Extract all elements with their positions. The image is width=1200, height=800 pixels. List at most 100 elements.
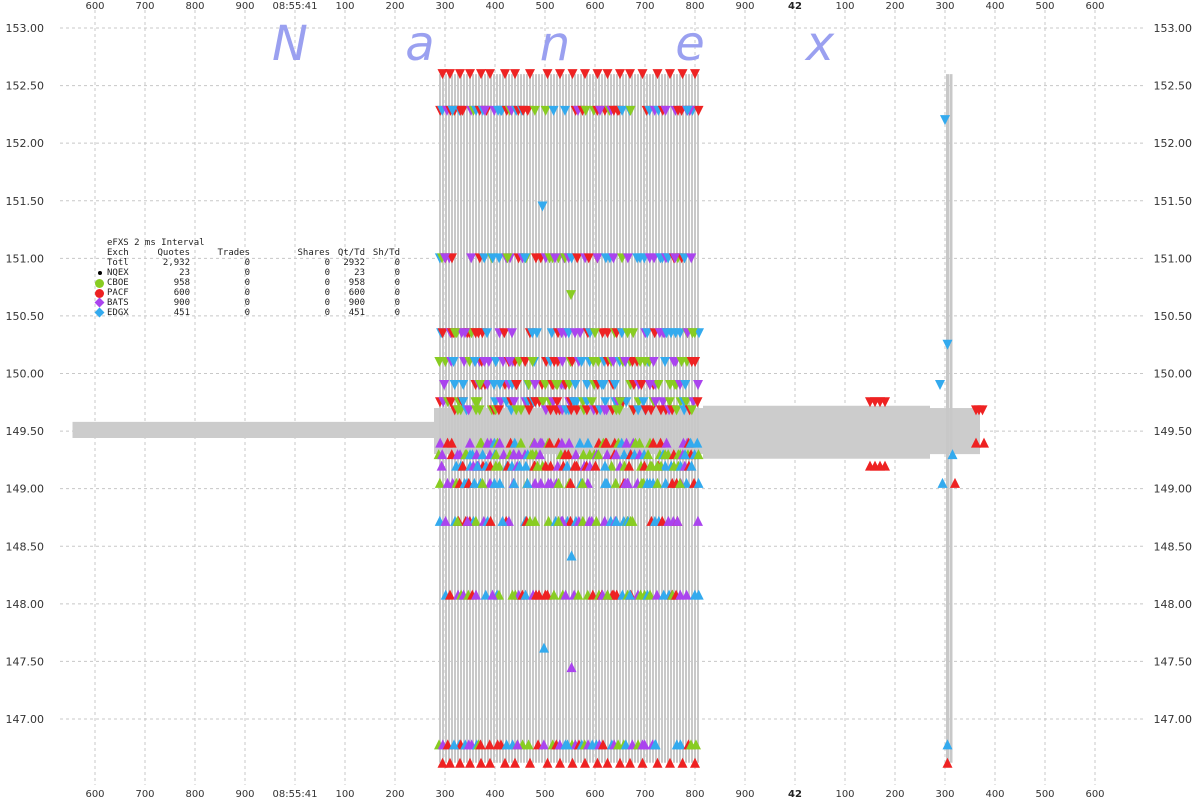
bats-bid-marker <box>622 477 633 488</box>
ask-quote-marker <box>548 105 559 116</box>
ask-quote-marker <box>628 328 639 339</box>
y-tick-right: 149.50 <box>1154 425 1193 438</box>
pacf-ask-marker <box>652 69 663 80</box>
pacf-ask-marker <box>476 69 486 80</box>
y-tick-left: 148.50 <box>6 540 45 553</box>
cboe-legend-icon <box>95 279 104 288</box>
pacf-ask-marker <box>510 69 520 80</box>
stats-cell-sh_td: 0 <box>394 268 400 278</box>
stats-cell-trades: 0 <box>244 278 250 288</box>
y-tick-left: 150.50 <box>6 310 45 323</box>
pacf-ask-marker <box>677 69 688 80</box>
x-tick-bottom: 300 <box>435 789 454 800</box>
bid-quote-marker <box>597 739 608 750</box>
bid-quote-marker <box>446 437 457 448</box>
edgx-ask-marker <box>610 380 620 391</box>
pacf-ask-marker <box>692 397 703 408</box>
bid-quote-marker <box>530 515 541 526</box>
bid-quote-marker <box>563 449 574 460</box>
ask-quote-marker <box>681 397 692 408</box>
edgx-ask-marker <box>470 356 480 367</box>
pacf-bid-marker <box>465 757 475 768</box>
bid-quote-marker <box>577 515 588 526</box>
bid-quote-marker <box>611 515 622 526</box>
x-tick-bottom: 100 <box>835 789 854 800</box>
bats-bid-marker <box>535 449 545 460</box>
stats-cell-trades: 0 <box>244 288 250 298</box>
bid-quote-marker <box>440 515 451 526</box>
pacf-bid-marker <box>542 757 553 768</box>
y-tick-right: 147.00 <box>1154 713 1193 726</box>
x-tick-top: 800 <box>185 1 204 12</box>
x-tick-top: 500 <box>1035 1 1054 12</box>
stats-cell-shares: 0 <box>324 298 330 308</box>
bid-quote-marker <box>493 589 504 600</box>
ask-quote-marker <box>580 105 591 116</box>
stats-cell-sh_td: 0 <box>394 308 400 318</box>
pacf-ask-marker <box>580 69 590 80</box>
ask-quote-marker <box>540 105 551 116</box>
bid-quote-marker <box>692 437 703 448</box>
y-tick-right: 148.00 <box>1154 598 1193 611</box>
stats-cell-quotes: 451 <box>173 308 190 318</box>
bid-quote-marker <box>601 477 612 488</box>
ask-quote-marker <box>448 356 459 367</box>
bid-quote-marker <box>560 589 571 600</box>
ask-quote-marker <box>649 253 660 264</box>
x-tick-top: 500 <box>535 1 554 12</box>
ask-quote-marker <box>437 328 448 339</box>
x-tick-bottom: 900 <box>735 789 754 800</box>
edgx-ask-marker <box>560 105 570 116</box>
y-tick-left: 151.50 <box>6 195 45 208</box>
y-tick-right: 151.00 <box>1154 252 1193 265</box>
x-tick-top: 900 <box>735 1 754 12</box>
pacf-ask-marker <box>485 69 495 80</box>
pacf-bid-marker <box>485 757 495 768</box>
bid-quote-marker <box>578 449 589 460</box>
pacf-ask-marker <box>880 397 890 408</box>
bid-quote-marker <box>639 739 650 750</box>
x-tick-bottom: 600 <box>1085 789 1104 800</box>
cboe-ask-marker <box>640 356 650 367</box>
bid-quote-marker <box>645 589 656 600</box>
stats-cell-exch: EDGX <box>107 308 129 318</box>
edgx-ask-marker <box>447 105 458 116</box>
ask-quote-marker <box>636 380 647 391</box>
edgx-bid-marker <box>497 515 508 526</box>
y-tick-left: 149.50 <box>6 425 45 438</box>
ask-quote-marker <box>511 380 522 391</box>
ask-quote-marker <box>586 397 597 408</box>
bid-quote-marker <box>693 477 704 488</box>
ask-quote-marker <box>664 397 675 408</box>
ask-quote-marker <box>458 380 469 391</box>
edgx-legend-icon <box>94 307 105 318</box>
pacf-bid-marker <box>690 757 700 768</box>
stats-cell-qt_td: 958 <box>348 278 365 288</box>
ask-quote-marker <box>625 105 636 116</box>
bid-quote-marker <box>562 460 573 471</box>
col-sh-td: Sh/Td <box>372 248 400 258</box>
bid-quote-marker <box>442 739 453 750</box>
ask-quote-marker <box>572 253 583 264</box>
edgx-ask-marker <box>940 115 950 126</box>
stats-row-bats: BATS 900 0 0 900 0 <box>94 297 415 308</box>
bid-quote-marker <box>556 437 567 448</box>
ask-quote-marker <box>479 253 490 264</box>
x-tick-top: 800 <box>685 1 704 12</box>
x-tick-top: 600 <box>585 1 604 12</box>
ask-quote-marker <box>449 380 460 391</box>
ask-quote-marker <box>570 380 581 391</box>
ask-quote-marker <box>600 397 611 408</box>
bid-quote-marker <box>491 449 502 460</box>
x-tick-bottom: 400 <box>485 789 504 800</box>
bid-quote-marker <box>686 460 697 471</box>
pacf-ask-marker <box>542 69 553 80</box>
stats-cell-exch: CBOE <box>107 278 129 288</box>
ask-quote-marker <box>472 397 483 408</box>
ask-quote-marker <box>466 253 477 264</box>
watermark-letter: x <box>804 16 835 72</box>
stats-header: Exch Quotes Trades Shares Qt/Td Sh/Td <box>95 248 415 258</box>
edgx-bid-marker <box>600 460 610 471</box>
bid-quote-marker <box>543 515 554 526</box>
x-tick-bottom: 500 <box>1035 789 1054 800</box>
